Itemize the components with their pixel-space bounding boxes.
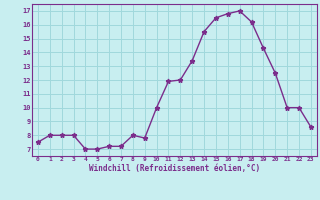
X-axis label: Windchill (Refroidissement éolien,°C): Windchill (Refroidissement éolien,°C) [89,164,260,173]
